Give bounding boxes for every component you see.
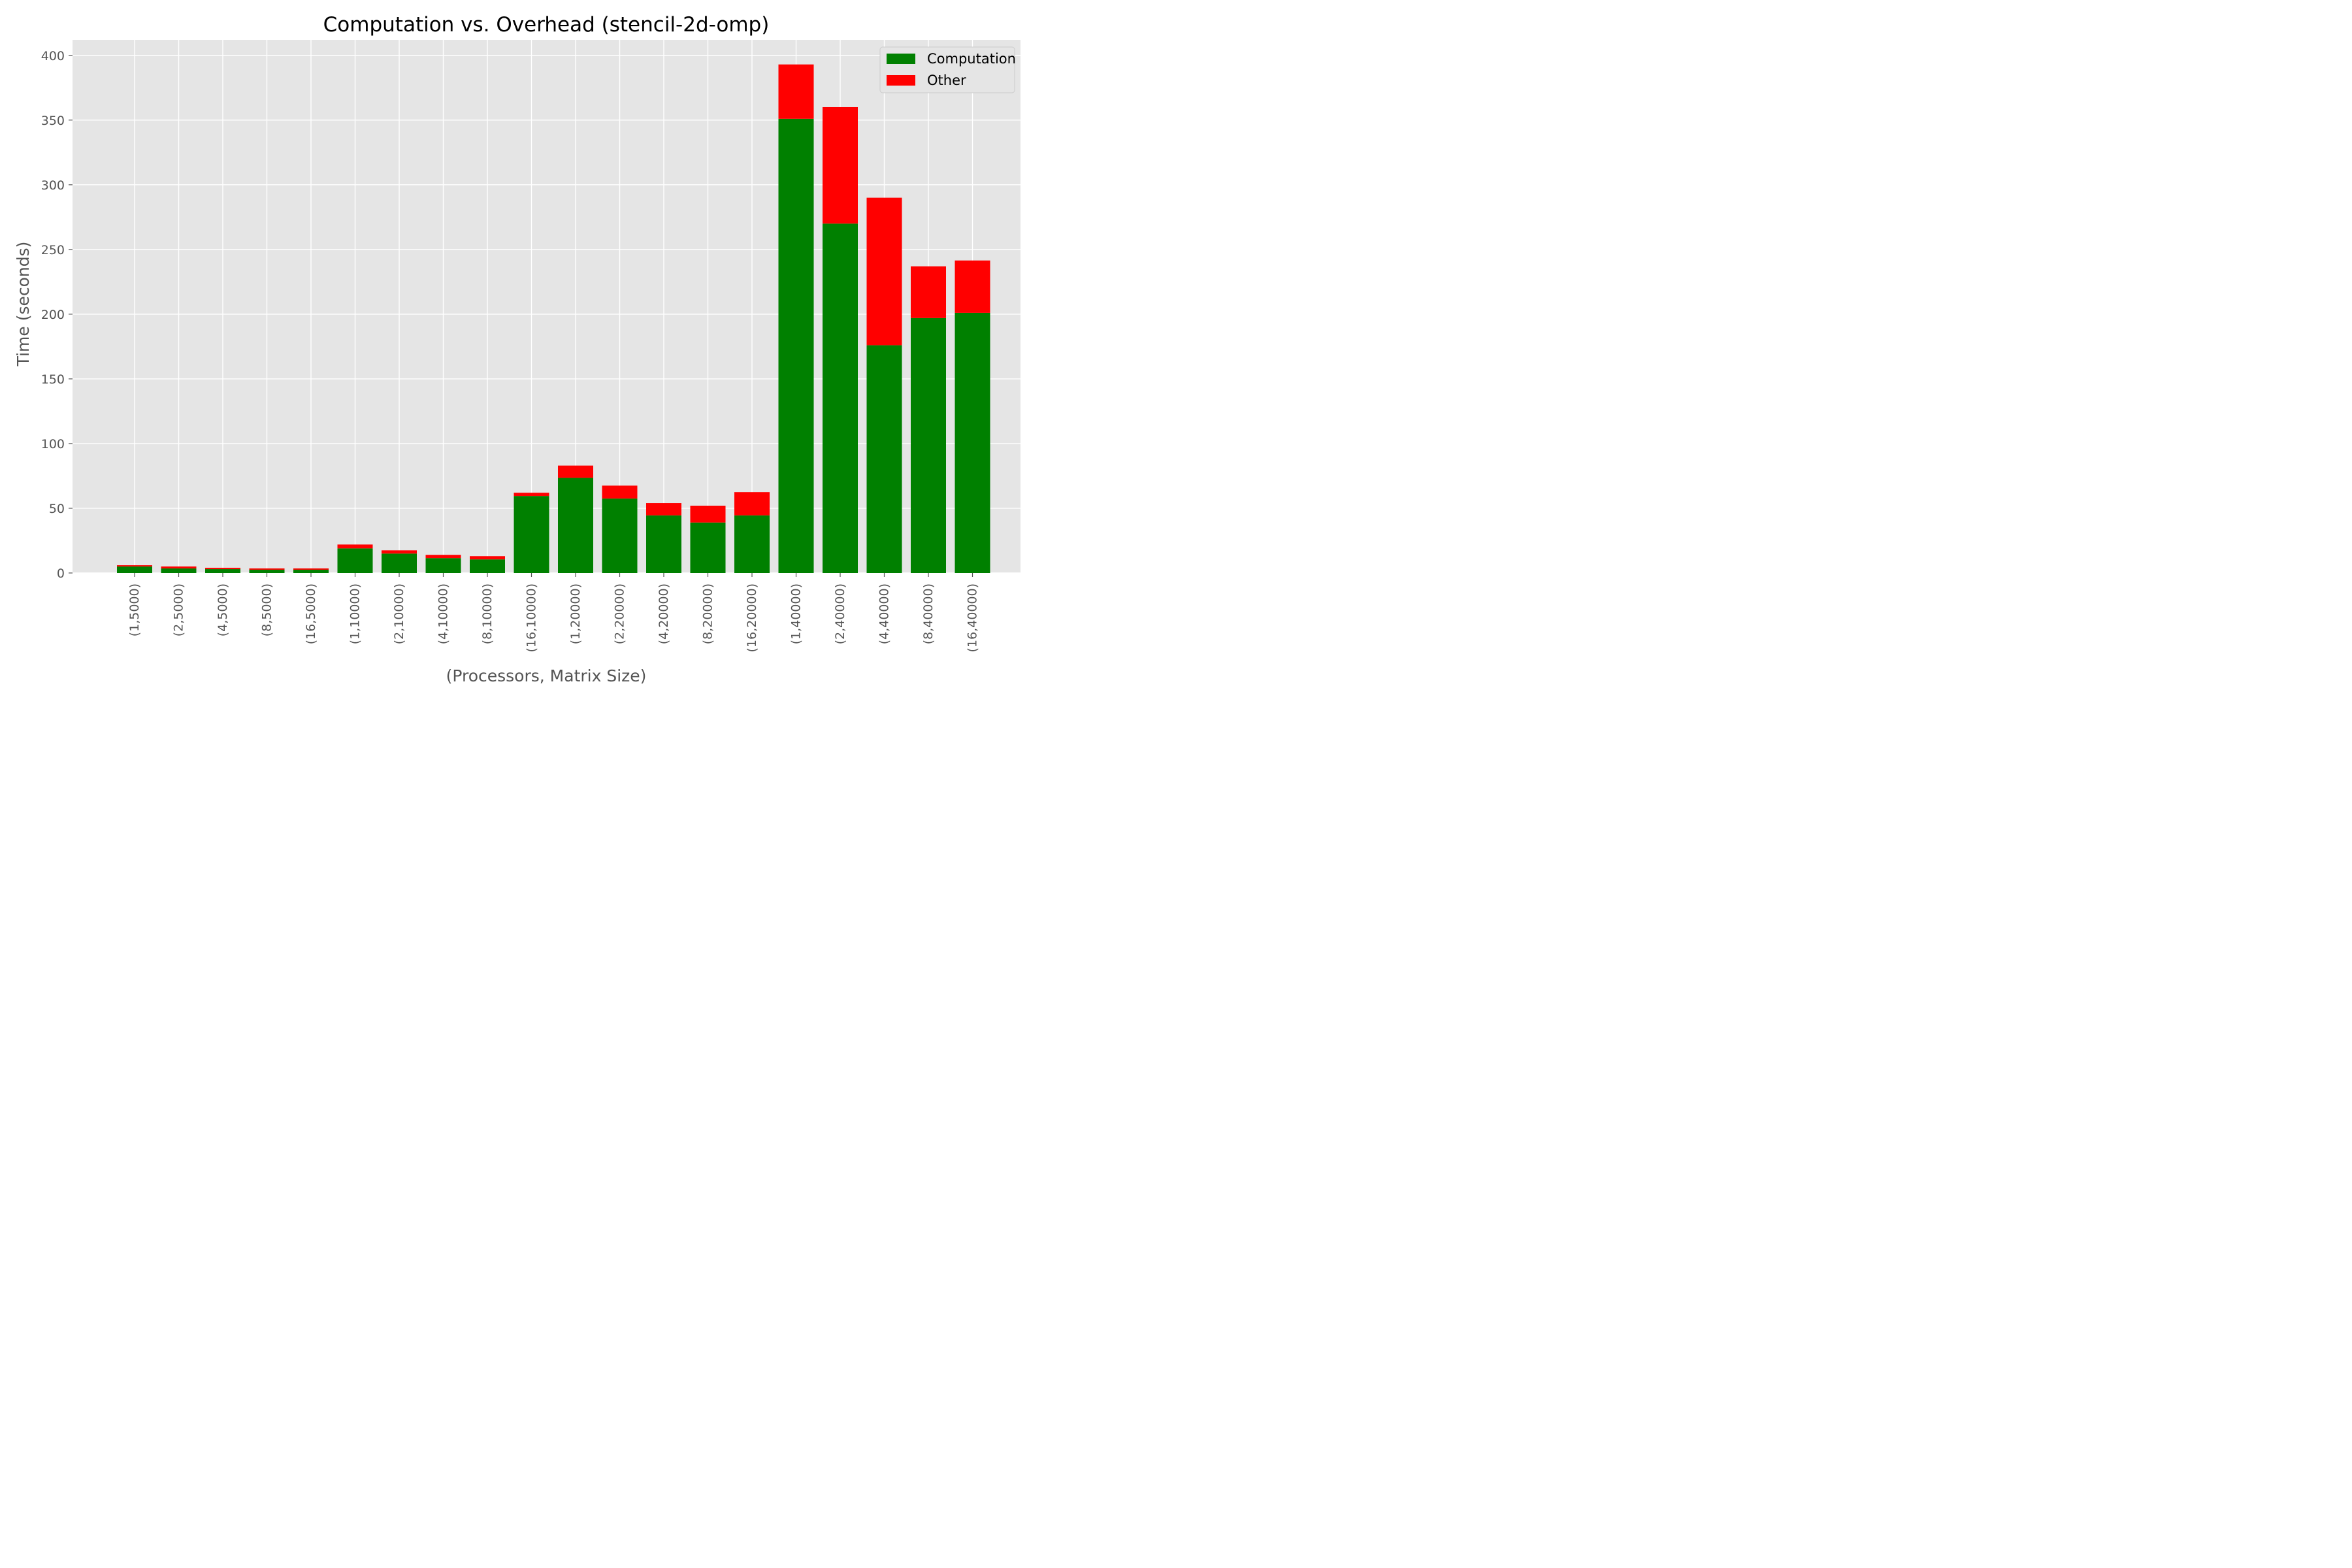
y-tick-label: 50 [49,502,65,516]
bar-computation [382,553,417,573]
bar-other [558,465,593,478]
bar-computation [734,515,770,573]
chart: 0 50 100 150 200 250 300 350 400 (1,5000) (2,5000… [0,0,1045,696]
bar-other [602,485,638,499]
bar-computation [690,522,726,573]
y-gridlines [73,55,1021,574]
bar-other [778,64,814,119]
bar-other [823,106,858,224]
bar-other [955,260,990,313]
bar-other [117,565,152,567]
x-tick-label: (1,20000) [568,583,583,644]
legend-label-computation: Computation [927,51,1016,67]
chart-title: Computation vs. Overhead (stencil-2d-omp… [323,13,770,37]
x-axis-label: (Processors, Matrix Size) [446,666,647,685]
bar-computation [911,318,946,573]
y-tick-label: 300 [41,178,65,193]
bar-other [690,506,726,523]
x-tick-label: (16,40000) [966,583,980,652]
x-tick-label: (2,10000) [392,583,406,644]
bar-computation [161,568,197,573]
x-tick-label: (4,40000) [877,583,892,644]
x-axis-ticks: (1,5000) (2,5000) (4,5000) (8,5000) (16,5000… [127,573,980,652]
bar-other [646,503,681,515]
bar-computation [293,570,329,573]
bar-computation [514,496,549,573]
x-tick-label: (4,20000) [657,583,671,644]
bar-computation [558,478,593,573]
bar-computation [117,566,152,573]
bars [117,64,990,574]
legend-swatch-other [887,75,915,86]
y-axis-label: Time (seconds) [14,242,33,367]
bar-computation [249,570,285,573]
y-tick-label: 150 [41,372,65,387]
x-tick-label: (1,5000) [127,583,142,636]
legend: Computation Other [879,46,1016,93]
bar-computation [425,558,461,573]
y-tick-label: 100 [41,437,65,451]
legend-label-other: Other [927,73,966,88]
x-tick-label: (16,20000) [745,583,759,652]
bar-other [514,493,549,497]
plot-area [73,40,1021,573]
bar-other [425,555,461,559]
bar-computation [602,498,638,573]
x-tick-label: (2,40000) [833,583,847,644]
bar-other [470,556,505,560]
y-tick-label: 250 [41,243,65,257]
x-tick-label: (8,40000) [921,583,936,644]
bar-computation [823,223,858,574]
bar-other [161,566,197,569]
x-tick-label: (16,5000) [304,583,318,644]
x-tick-label: (2,5000) [172,583,186,636]
bar-computation [205,569,240,573]
x-tick-label: (1,10000) [348,583,363,644]
y-axis-ticks: 0 50 100 150 200 250 300 350 400 [41,49,73,581]
bar-other [911,266,946,318]
x-tick-label: (4,10000) [436,583,451,644]
x-tick-label: (1,40000) [789,583,804,644]
x-tick-label: (8,20000) [701,583,715,644]
legend-swatch-computation [887,54,915,64]
bar-computation [470,559,505,573]
x-tick-label: (8,5000) [260,583,274,636]
x-tick-label: (4,5000) [216,583,230,636]
bar-other [205,568,240,570]
bar-other [734,492,770,515]
x-tick-label: (8,10000) [480,583,495,644]
bar-other [337,544,373,549]
bar-other [249,568,285,570]
y-tick-label: 0 [57,566,65,581]
bar-computation [337,548,373,573]
bar-other [293,568,329,570]
y-tick-label: 200 [41,308,65,322]
bar-computation [955,312,990,573]
x-tick-label: (16,10000) [525,583,539,652]
y-tick-label: 400 [41,49,65,63]
y-tick-label: 350 [41,114,65,128]
bar-computation [778,118,814,573]
bar-computation [646,515,681,573]
bar-computation [866,345,902,573]
bar-other [382,550,417,554]
bar-other [866,197,902,346]
x-tick-label: (2,20000) [613,583,627,644]
